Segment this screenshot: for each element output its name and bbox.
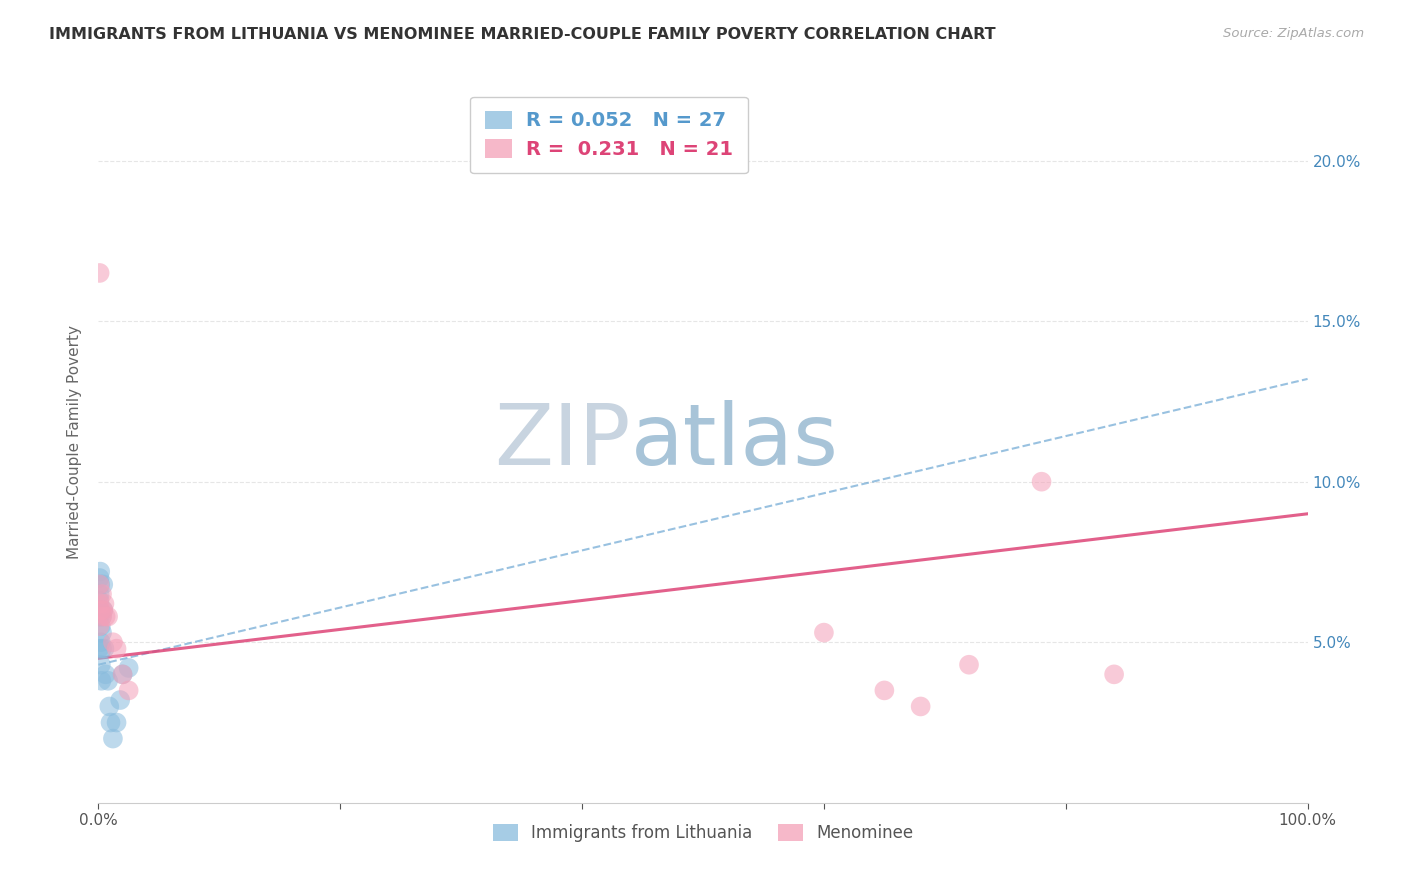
Point bbox=[873, 683, 896, 698]
Point bbox=[91, 587, 114, 601]
Text: Source: ZipAtlas.com: Source: ZipAtlas.com bbox=[1223, 27, 1364, 40]
Point bbox=[91, 625, 114, 640]
Text: ZIP: ZIP bbox=[494, 400, 630, 483]
Point bbox=[813, 625, 835, 640]
Text: atlas: atlas bbox=[630, 400, 838, 483]
Point bbox=[90, 635, 112, 649]
Point bbox=[98, 699, 121, 714]
Point bbox=[89, 577, 111, 591]
Point bbox=[1031, 475, 1053, 489]
Point bbox=[101, 731, 124, 746]
Point bbox=[90, 673, 112, 688]
Point bbox=[87, 641, 110, 656]
Point bbox=[89, 609, 111, 624]
Point bbox=[97, 673, 120, 688]
Point bbox=[1102, 667, 1125, 681]
Point bbox=[90, 619, 112, 633]
Point bbox=[89, 593, 111, 607]
Point bbox=[94, 667, 117, 681]
Point bbox=[89, 619, 111, 633]
Point bbox=[108, 693, 131, 707]
Point bbox=[111, 667, 134, 681]
Point bbox=[91, 609, 114, 624]
Point bbox=[90, 603, 112, 617]
Point bbox=[101, 635, 124, 649]
Y-axis label: Married-Couple Family Poverty: Married-Couple Family Poverty bbox=[67, 325, 83, 558]
Point bbox=[118, 661, 141, 675]
Point bbox=[91, 577, 114, 591]
Point bbox=[89, 587, 111, 601]
Point bbox=[94, 609, 117, 624]
Point bbox=[89, 597, 111, 611]
Point bbox=[89, 577, 111, 591]
Point bbox=[91, 603, 114, 617]
Point bbox=[91, 609, 114, 624]
Point bbox=[105, 715, 128, 730]
Point bbox=[111, 667, 134, 681]
Point bbox=[89, 266, 111, 280]
Point bbox=[90, 657, 112, 672]
Point bbox=[100, 715, 122, 730]
Point bbox=[91, 603, 114, 617]
Point bbox=[89, 603, 111, 617]
Point bbox=[957, 657, 980, 672]
Point bbox=[89, 565, 111, 579]
Point bbox=[97, 609, 120, 624]
Legend: Immigrants from Lithuania, Menominee: Immigrants from Lithuania, Menominee bbox=[486, 817, 920, 848]
Point bbox=[93, 641, 115, 656]
Point bbox=[89, 571, 111, 585]
Point bbox=[93, 597, 115, 611]
Point bbox=[91, 641, 114, 656]
Point bbox=[118, 683, 141, 698]
Text: IMMIGRANTS FROM LITHUANIA VS MENOMINEE MARRIED-COUPLE FAMILY POVERTY CORRELATION: IMMIGRANTS FROM LITHUANIA VS MENOMINEE M… bbox=[49, 27, 995, 42]
Point bbox=[105, 641, 128, 656]
Point bbox=[910, 699, 932, 714]
